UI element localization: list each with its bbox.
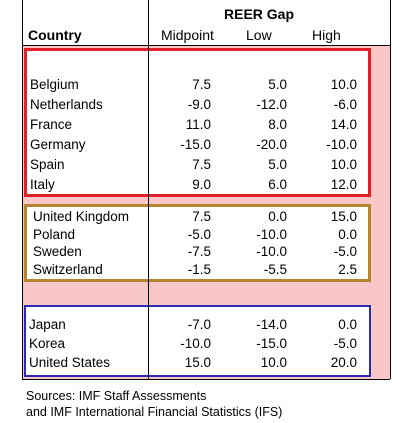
table-row: Sweden -7.5 -10.0 -5.0 [0,243,420,261]
table-row: Japan -7.0 -14.0 0.0 [0,316,420,334]
table-row: France 11.0 8.0 14.0 [0,116,420,134]
group-box-red [24,48,371,197]
low-cell: 6.0 [268,177,287,192]
country-cell: United Kingdom [33,209,130,224]
low-cell: 0.0 [268,209,287,224]
table-row: Italy 9.0 6.0 12.0 [0,176,420,194]
table-row: Poland -5.0 -10.0 0.0 [0,226,420,244]
midpoint-cell: -1.5 [187,261,211,277]
country-cell: Italy [30,177,55,192]
low-cell: -12.0 [256,97,287,112]
midpoint-cell: -9.0 [187,97,211,112]
country-cell: Sweden [33,244,82,259]
midpoint-cell: 11.0 [185,117,211,132]
column-divider [148,0,149,379]
country-cell: United States [29,355,111,370]
midpoint-cell: -5.0 [187,226,211,242]
country-cell: Spain [30,157,65,172]
low-cell: 10.0 [260,355,287,370]
header-rule [22,45,390,46]
high-cell: 14.0 [330,117,357,132]
low-cell: 5.0 [268,157,287,172]
country-cell: Netherlands [30,97,103,112]
high-cell: 10.0 [330,157,357,172]
low-cell: -14.0 [256,317,287,332]
high-column-header: High [312,27,341,43]
midpoint-cell: -15.0 [180,137,211,152]
midpoint-cell: 9.0 [192,177,211,192]
high-cell: 20.0 [330,355,357,370]
low-cell: -10.0 [256,226,287,242]
country-cell: Poland [33,226,76,242]
midpoint-column-header: Midpoint [161,27,214,43]
bottom-rule [22,379,390,380]
midpoint-cell: 7.5 [192,77,211,92]
country-cell: Belgium [30,77,79,92]
separator [22,300,390,305]
midpoint-cell: 7.5 [192,157,211,172]
country-column-header: Country [28,27,82,43]
high-cell: 10.0 [330,77,357,92]
low-cell: -15.0 [256,336,287,351]
low-cell: -10.0 [256,244,287,259]
table-row: Spain 7.5 5.0 10.0 [0,156,420,174]
midpoint-cell: 7.5 [192,209,211,224]
low-column-header: Low [246,27,272,43]
high-cell: -10.0 [326,137,357,152]
low-cell: 5.0 [268,77,287,92]
midpoint-cell: -7.0 [187,317,211,332]
high-cell: -6.0 [333,97,357,112]
midpoint-cell: 15.0 [184,355,211,370]
low-cell: 8.0 [268,117,287,132]
country-cell: France [30,117,73,132]
country-cell: Germany [30,137,86,152]
midpoint-cell: -10.0 [180,336,211,351]
high-cell: 15.0 [330,209,357,224]
high-cell: 12.0 [330,177,357,192]
country-cell: Korea [29,336,66,351]
low-cell: -5.5 [263,261,287,277]
country-cell: Japan [29,317,66,332]
table-row: Korea -10.0 -15.0 -5.0 [0,335,420,353]
table-row: Belgium 7.5 5.0 10.0 [0,76,420,94]
table-row: United States 15.0 10.0 20.0 [0,354,420,372]
midpoint-cell: -7.5 [187,244,211,259]
source-note-line-2: and IMF International Financial Statisti… [26,405,283,419]
table-row: United Kingdom 7.5 0.0 15.0 [0,208,420,226]
group-box-blue [24,305,371,377]
table-row: Switzerland -1.5 -5.5 2.5 [0,261,420,279]
high-cell: 0.0 [338,317,357,332]
table-row: Germany -15.0 -20.0 -10.0 [0,136,420,154]
high-cell: 2.5 [338,261,357,277]
low-cell: -20.0 [256,137,287,152]
high-cell: -5.0 [333,336,357,351]
high-cell: 0.0 [338,226,357,242]
group-header: REER Gap [224,6,295,22]
high-cell: -5.0 [333,244,357,259]
group-box-gold [24,204,371,282]
table-frame [22,0,391,379]
table-row: Netherlands -9.0 -12.0 -6.0 [0,96,420,114]
country-cell: Switzerland [33,261,103,277]
source-note-line-1: Sources: IMF Staff Assessments [26,389,207,403]
